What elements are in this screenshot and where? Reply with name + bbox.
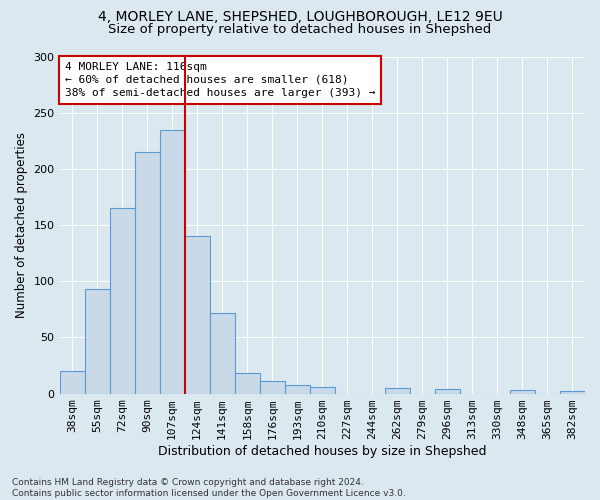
Bar xyxy=(560,392,585,394)
Bar xyxy=(510,390,535,394)
Bar xyxy=(110,208,134,394)
Bar xyxy=(59,371,85,394)
Bar xyxy=(310,387,335,394)
Y-axis label: Number of detached properties: Number of detached properties xyxy=(15,132,28,318)
Text: 4 MORLEY LANE: 116sqm
← 60% of detached houses are smaller (618)
38% of semi-det: 4 MORLEY LANE: 116sqm ← 60% of detached … xyxy=(65,62,375,98)
Bar xyxy=(209,312,235,394)
Bar xyxy=(385,388,410,394)
Text: 4, MORLEY LANE, SHEPSHED, LOUGHBOROUGH, LE12 9EU: 4, MORLEY LANE, SHEPSHED, LOUGHBOROUGH, … xyxy=(98,10,502,24)
Text: Size of property relative to detached houses in Shepshed: Size of property relative to detached ho… xyxy=(109,22,491,36)
Bar xyxy=(160,130,185,394)
Bar xyxy=(185,236,209,394)
Text: Contains HM Land Registry data © Crown copyright and database right 2024.
Contai: Contains HM Land Registry data © Crown c… xyxy=(12,478,406,498)
Bar xyxy=(134,152,160,394)
Bar xyxy=(260,381,285,394)
X-axis label: Distribution of detached houses by size in Shepshed: Distribution of detached houses by size … xyxy=(158,444,487,458)
Bar xyxy=(235,374,260,394)
Bar xyxy=(85,289,110,394)
Bar xyxy=(435,389,460,394)
Bar xyxy=(285,384,310,394)
